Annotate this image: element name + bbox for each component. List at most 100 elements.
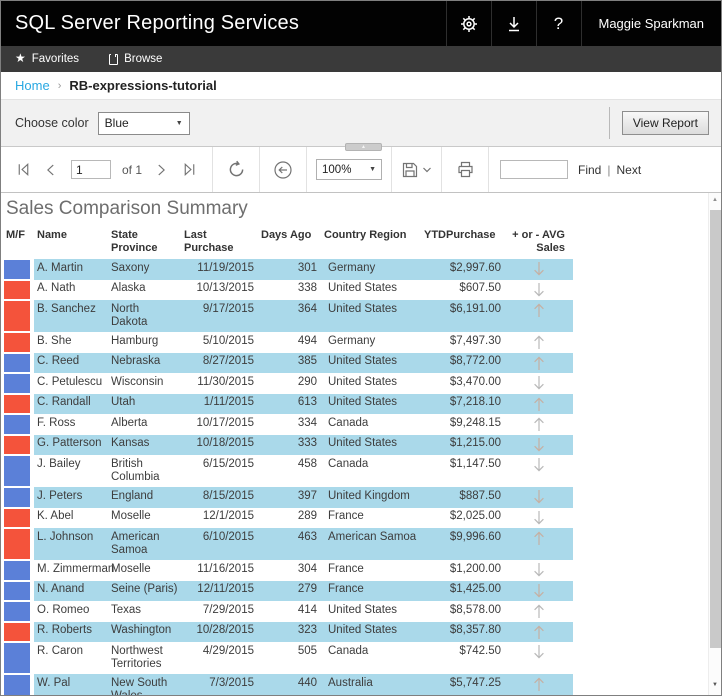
scroll-down-icon[interactable]: ▼	[712, 682, 718, 688]
user-menu[interactable]: Maggie Sparkman	[580, 1, 722, 46]
last-purchase-cell: 11/19/2015	[181, 259, 258, 280]
table-row: R. Roberts Washington 10/28/2015 323 United …	[3, 621, 573, 643]
color-parameter-value: Blue	[104, 116, 129, 130]
nav-favorites[interactable]: ★ Favorites	[15, 51, 80, 66]
search-input[interactable]	[500, 160, 569, 179]
previous-page-button[interactable]	[37, 155, 65, 185]
table-row: M. Zimmerman Moselle 11/16/2015 304 France $1…	[3, 560, 573, 581]
gender-indicator	[4, 415, 30, 434]
chevron-left-icon	[43, 162, 59, 178]
back-to-parent-button[interactable]	[269, 155, 297, 185]
state-cell: Moselle	[111, 510, 151, 522]
country-cell: American Samoa	[321, 528, 421, 560]
download-icon	[505, 15, 523, 33]
ytd-purchase-cell: $2,025.00	[449, 510, 501, 522]
nav-browse[interactable]: Browse	[109, 53, 162, 65]
name-cell: C. Reed	[34, 352, 108, 373]
days-ago-cell: 323	[258, 621, 321, 642]
state-cell: Kansas	[108, 434, 181, 455]
days-ago-cell: 364	[258, 300, 321, 332]
next-page-button[interactable]	[147, 155, 175, 185]
name-cell: K. Abel	[37, 510, 74, 522]
name-cell: G. Patterson	[34, 434, 108, 455]
gender-cell	[3, 353, 34, 374]
last-page-button[interactable]	[175, 155, 203, 185]
ytd-purchase-cell: $5,747.25	[421, 674, 505, 695]
country-cell: United States	[328, 375, 398, 388]
table-row: R. Caron Northwest Territories 4/29/2015 50…	[3, 642, 573, 674]
table-row: B. She Hamburg 5/10/2015 494 Germany $7,497.3…	[3, 332, 573, 353]
zoom-dropdown[interactable]: 100% ▼	[316, 159, 383, 180]
export-button[interactable]	[401, 161, 432, 179]
ytd-purchase-cell: $9,996.60	[421, 528, 505, 560]
page-number-input[interactable]	[71, 160, 111, 179]
gender-cell	[3, 414, 34, 435]
gender-indicator	[4, 581, 30, 600]
refresh-icon	[227, 160, 246, 179]
name-cell: R. Caron	[37, 644, 84, 657]
breadcrumb-home-link[interactable]: Home	[15, 78, 50, 93]
toolbar-collapse-handle[interactable]: ▲	[345, 143, 382, 151]
download-button[interactable]	[490, 1, 536, 46]
days-ago-cell: 385	[258, 352, 321, 373]
trend-up-icon	[505, 414, 573, 435]
column-header: Last Purchase	[184, 229, 234, 254]
trend-down-icon	[505, 373, 573, 394]
gear-icon	[460, 15, 478, 33]
browse-icon	[109, 53, 119, 65]
name-cell: W. Pal	[34, 674, 108, 695]
country-cell: France	[321, 580, 421, 601]
column-header: Days Ago	[261, 229, 312, 241]
refresh-button[interactable]	[222, 155, 250, 185]
favorites-label: Favorites	[31, 53, 80, 65]
ytd-purchase-cell: $3,470.00	[449, 375, 501, 388]
view-report-button[interactable]: View Report	[621, 111, 709, 135]
gender-cell	[3, 622, 34, 643]
gender-indicator	[4, 643, 30, 673]
country-cell: Canada	[328, 457, 369, 470]
gender-indicator	[4, 353, 30, 372]
column-header: YTDPurchase	[424, 229, 496, 241]
color-parameter-dropdown[interactable]: Blue ▼	[97, 111, 190, 135]
country-cell: United States	[321, 434, 421, 455]
help-button[interactable]: ?	[535, 1, 581, 46]
ytd-purchase-cell: $6,191.00	[421, 300, 505, 332]
scrollbar-thumb[interactable]	[710, 210, 721, 648]
trend-down-icon	[505, 455, 573, 487]
country-cell: Canada	[328, 416, 369, 429]
days-ago-cell: 414	[297, 603, 317, 616]
ytd-purchase-cell: $7,497.30	[449, 334, 501, 347]
last-purchase-cell: 11/16/2015	[197, 562, 254, 575]
gender-cell	[3, 455, 34, 487]
gender-indicator	[4, 529, 30, 559]
first-page-icon	[15, 161, 32, 178]
star-icon: ★	[15, 51, 26, 65]
first-page-button[interactable]	[9, 155, 37, 185]
vertical-scrollbar[interactable]: ▲ ▼	[708, 193, 721, 695]
app-title: SQL Server Reporting Services	[15, 12, 300, 34]
trend-up-icon	[505, 332, 573, 353]
chevron-right-icon	[153, 162, 169, 178]
country-cell: United States	[321, 300, 421, 332]
gender-cell	[3, 280, 34, 301]
state-cell: North Dakota	[108, 300, 181, 332]
last-purchase-cell: 8/27/2015	[181, 352, 258, 373]
table-body: A. Martin Saxony 11/19/2015 301 Germany $2,99…	[3, 259, 573, 695]
state-cell: Northwest Territories	[111, 644, 163, 671]
ytd-purchase-cell: $607.50	[459, 282, 501, 294]
find-next-button[interactable]: Next	[616, 162, 642, 177]
zoom-value: 100%	[322, 163, 352, 176]
portal-nav-bar: ★ Favorites Browse	[1, 46, 721, 72]
print-button[interactable]	[451, 155, 479, 185]
state-cell: Seine (Paris)	[108, 580, 181, 601]
trend-up-icon	[505, 393, 573, 414]
ytd-purchase-cell: $2,997.60	[421, 259, 505, 280]
trend-up-icon	[505, 352, 573, 373]
table-header-row: M/F Name State Province Last Purchase Days A…	[3, 229, 573, 259]
scroll-up-icon[interactable]: ▲	[712, 197, 718, 203]
column-header: M/F	[6, 229, 25, 241]
find-button[interactable]: Find	[578, 162, 602, 177]
settings-button[interactable]	[445, 1, 491, 46]
printer-icon	[456, 160, 475, 179]
gender-indicator	[4, 333, 30, 352]
